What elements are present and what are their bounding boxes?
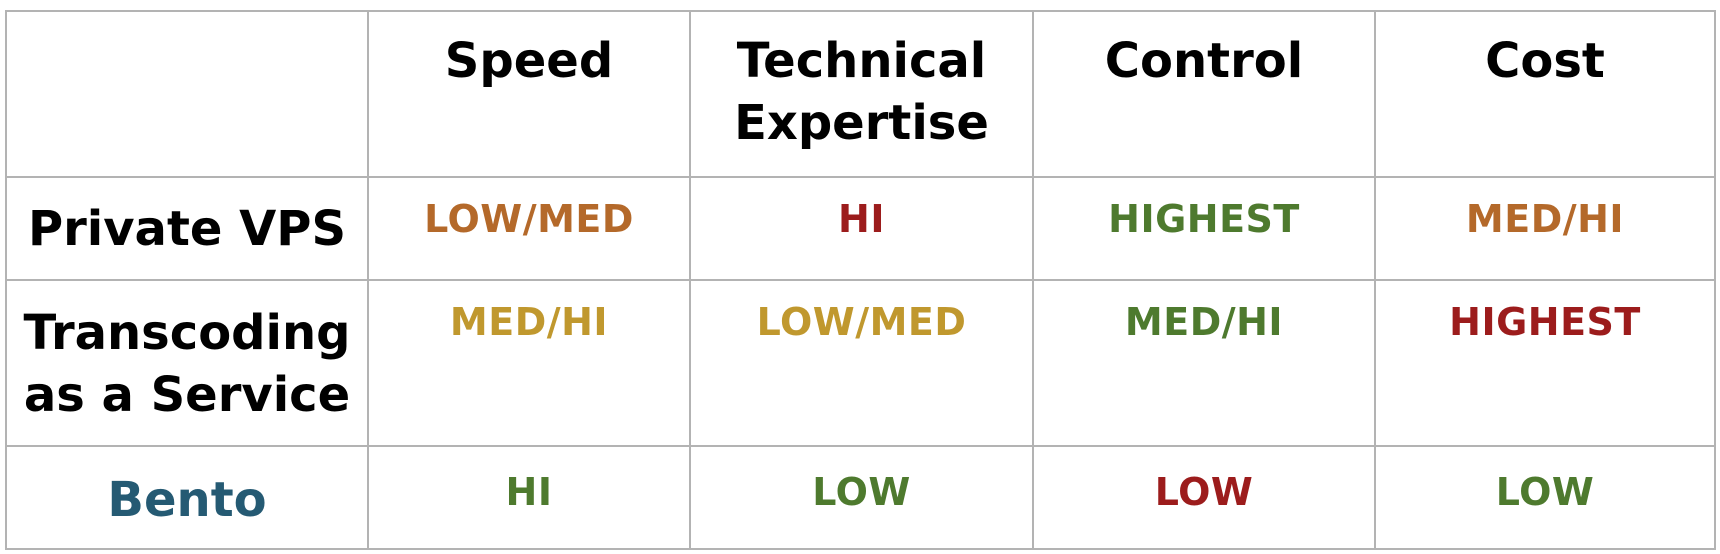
control-value: HIGHEST [1108, 197, 1300, 241]
row-label: Bento [7, 447, 367, 531]
row-label: Transcoding as a Service [7, 281, 367, 426]
value-cell: LOW [689, 445, 1034, 550]
comparison-table: Speed Technical Expertise Control Cost P… [5, 10, 1716, 550]
header-row: Speed Technical Expertise Control Cost [5, 10, 1716, 178]
value-cell: LOW [1032, 445, 1376, 550]
control-value: MED/HI [1124, 300, 1284, 344]
value-cell: HIGHEST [1374, 279, 1716, 447]
row-label-line: Bento [107, 472, 267, 528]
technical-expertise-value: HI [838, 197, 885, 241]
header-cost: Cost [1374, 10, 1716, 178]
row-label: Private VPS [7, 178, 367, 260]
control-value: LOW [1154, 470, 1254, 514]
header-technical-expertise-line1: Technical [736, 33, 987, 89]
speed-value: MED/HI [449, 300, 609, 344]
header-cost-label: Cost [1485, 33, 1605, 89]
header-technical-expertise: Technical Expertise [689, 10, 1034, 178]
header-control-label: Control [1104, 33, 1304, 89]
header-speed-label: Speed [444, 33, 614, 89]
row-label-line: Private VPS [27, 201, 347, 257]
corner-cell [5, 10, 369, 178]
value-cell: LOW [1374, 445, 1716, 550]
cost-value: HIGHEST [1449, 300, 1641, 344]
value-cell: LOW/MED [367, 176, 691, 281]
technical-expertise-value: LOW [812, 470, 911, 514]
value-cell: MED/HI [1374, 176, 1716, 281]
technical-expertise-value: LOW/MED [756, 300, 967, 344]
value-cell: HI [689, 176, 1034, 281]
speed-value: HI [505, 470, 553, 514]
cost-value: LOW [1495, 470, 1595, 514]
cost-value: MED/HI [1465, 197, 1625, 241]
header-control: Control [1032, 10, 1376, 178]
value-cell: HI [367, 445, 691, 550]
row-label-line: as a Service [23, 367, 351, 423]
header-technical-expertise-line2: Expertise [734, 95, 989, 151]
row-transcoding-as-a-service: Transcoding as a Service MED/HI LOW/MED … [5, 279, 1716, 447]
value-cell: LOW/MED [689, 279, 1034, 447]
header-speed: Speed [367, 10, 691, 178]
value-cell: MED/HI [367, 279, 691, 447]
value-cell: MED/HI [1032, 279, 1376, 447]
row-label-cell: Transcoding as a Service [5, 279, 369, 447]
value-cell: HIGHEST [1032, 176, 1376, 281]
row-bento: Bento HI LOW LOW LOW [5, 445, 1716, 550]
row-private-vps: Private VPS LOW/MED HI HIGHEST MED/HI [5, 176, 1716, 281]
row-label-cell: Bento [5, 445, 369, 550]
row-label-cell: Private VPS [5, 176, 369, 281]
row-label-line: Transcoding [23, 305, 351, 361]
speed-value: LOW/MED [424, 197, 634, 241]
